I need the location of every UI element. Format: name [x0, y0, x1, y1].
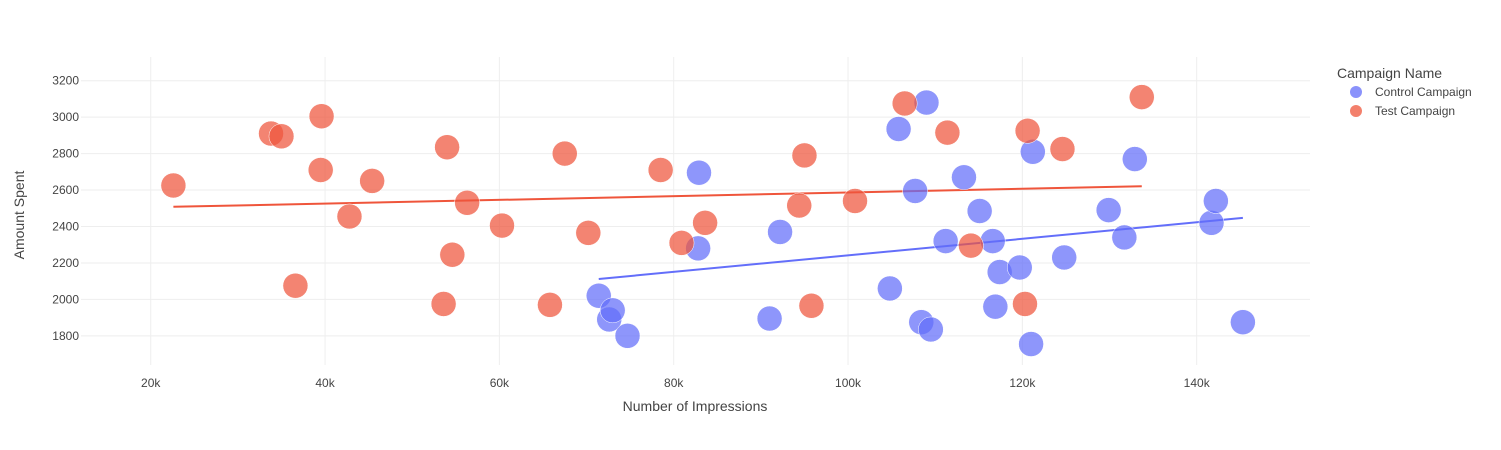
y-tick-label: 3200: [52, 74, 79, 88]
trendline-control: [598, 216, 1243, 280]
data-point-test[interactable]: [552, 140, 578, 167]
y-tick-label: 2800: [52, 147, 79, 161]
data-point-test[interactable]: [786, 192, 812, 219]
data-point-control[interactable]: [982, 293, 1009, 320]
data-point-control[interactable]: [918, 316, 944, 343]
y-axis-ticks: 1800 2000 2200 2400 2600 2800 3000 3200: [52, 74, 79, 343]
legend-title: Campaign Name: [1337, 65, 1442, 81]
y-tick-label: 2600: [52, 183, 79, 197]
data-point-test[interactable]: [842, 188, 868, 214]
data-point-control[interactable]: [1018, 331, 1044, 357]
data-point-control[interactable]: [767, 219, 793, 245]
y-tick-label: 3000: [52, 110, 79, 124]
data-point-control[interactable]: [1051, 244, 1077, 271]
data-point-control[interactable]: [913, 89, 940, 116]
data-point-test[interactable]: [489, 212, 515, 239]
data-point-test[interactable]: [537, 292, 563, 318]
x-axis-title: Number of Impressions: [623, 398, 768, 414]
data-point-test[interactable]: [268, 123, 295, 150]
data-point-control[interactable]: [951, 164, 977, 191]
y-tick-label: 2200: [52, 256, 79, 270]
data-point-test[interactable]: [575, 220, 602, 246]
grid: [81, 57, 1310, 365]
data-point-control[interactable]: [1006, 254, 1033, 281]
data-point-test[interactable]: [359, 168, 385, 194]
legend-item-control[interactable]: Control Campaign: [1350, 85, 1472, 99]
data-point-test[interactable]: [307, 157, 334, 183]
data-point-control[interactable]: [756, 305, 783, 332]
x-tick-label: 60k: [490, 376, 510, 390]
data-point-test[interactable]: [454, 190, 480, 216]
data-point-control[interactable]: [932, 228, 959, 254]
x-axis-ticks: 20k 40k 60k 80k 100k 120k 140k: [141, 376, 1211, 390]
data-point-control[interactable]: [1203, 188, 1229, 214]
data-point-test[interactable]: [958, 232, 984, 259]
data-point-control[interactable]: [885, 116, 912, 142]
data-point-test[interactable]: [692, 210, 718, 236]
data-point-test[interactable]: [1049, 136, 1076, 162]
data-point-test[interactable]: [1014, 118, 1041, 144]
data-point-control[interactable]: [1198, 210, 1225, 236]
legend-marker-control: [1350, 86, 1362, 98]
legend-label-test: Test Campaign: [1375, 104, 1455, 118]
data-point-test[interactable]: [791, 142, 818, 169]
data-point-test[interactable]: [1129, 84, 1155, 110]
x-tick-label: 140k: [1184, 376, 1211, 390]
y-tick-label: 1800: [52, 329, 79, 343]
data-point-test[interactable]: [336, 203, 363, 230]
data-point-test[interactable]: [668, 230, 695, 256]
data-point-test[interactable]: [308, 103, 335, 129]
legend[interactable]: Campaign Name Control Campaign Test Camp…: [1337, 65, 1472, 118]
data-point-test[interactable]: [282, 272, 309, 299]
data-point-test[interactable]: [798, 293, 825, 319]
x-tick-label: 120k: [1009, 376, 1036, 390]
data-point-control[interactable]: [902, 178, 928, 204]
x-tick-label: 100k: [835, 376, 862, 390]
y-axis-title: Amount Spent: [11, 171, 27, 260]
x-tick-label: 80k: [664, 376, 684, 390]
data-point-control[interactable]: [614, 323, 641, 349]
trendline-test: [173, 185, 1142, 208]
data-point-test[interactable]: [439, 241, 466, 268]
x-tick-label: 20k: [141, 376, 161, 390]
data-point-control[interactable]: [686, 159, 712, 186]
data-point-test[interactable]: [934, 119, 961, 146]
data-points[interactable]: [160, 84, 1256, 357]
trendlines: [173, 185, 1243, 280]
data-point-control[interactable]: [979, 228, 1006, 254]
x-tick-label: 40k: [315, 376, 335, 390]
legend-item-test[interactable]: Test Campaign: [1350, 104, 1455, 118]
data-point-test[interactable]: [160, 172, 187, 199]
data-point-control[interactable]: [1095, 197, 1122, 223]
legend-label-control: Control Campaign: [1375, 85, 1472, 99]
data-point-test[interactable]: [647, 157, 674, 183]
y-tick-label: 2000: [52, 292, 79, 306]
data-point-test[interactable]: [434, 134, 460, 160]
data-point-control[interactable]: [1111, 224, 1138, 251]
data-point-test[interactable]: [891, 90, 918, 117]
data-point-control[interactable]: [599, 297, 626, 324]
data-point-test[interactable]: [1012, 291, 1038, 317]
data-point-control[interactable]: [966, 198, 993, 224]
data-point-control[interactable]: [1122, 146, 1148, 172]
data-point-control[interactable]: [877, 275, 903, 302]
data-point-test[interactable]: [430, 291, 457, 317]
data-point-control[interactable]: [1230, 309, 1256, 335]
y-tick-label: 2400: [52, 219, 79, 233]
legend-marker-test: [1350, 105, 1362, 117]
